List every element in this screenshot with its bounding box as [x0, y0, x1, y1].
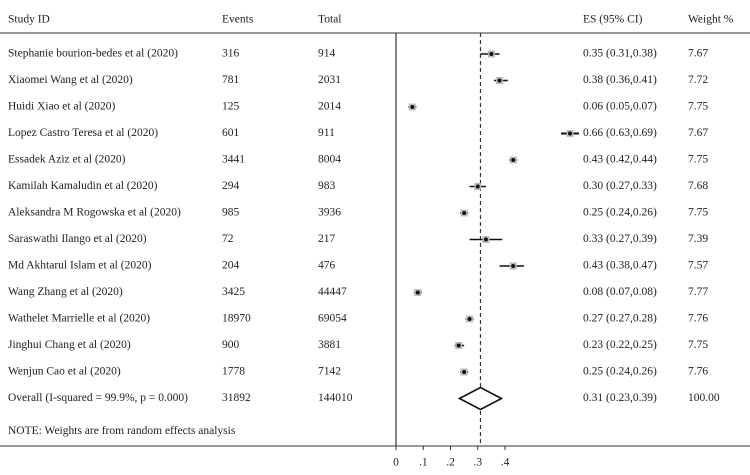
study-total: 2014 — [318, 101, 341, 113]
study-total: 217 — [318, 233, 336, 245]
study-es-ci: 0.23 (0.22,0.25) — [583, 339, 657, 351]
study-point — [475, 184, 480, 189]
study-point — [462, 370, 467, 374]
x-tick-label: .3 — [473, 457, 482, 469]
study-es-ci: 0.43 (0.38,0.47) — [583, 260, 657, 272]
study-es-ci: 0.30 (0.27,0.33) — [583, 180, 657, 192]
study-es-ci: 0.33 (0.27,0.39) — [583, 233, 657, 245]
study-name: Wathelet Marrielle et al (2020) — [8, 313, 150, 325]
study-point — [456, 343, 461, 348]
study-name: Xiaomei Wang et al (2020) — [8, 74, 133, 86]
study-total: 44447 — [318, 286, 347, 298]
study-events: 1778 — [222, 366, 245, 378]
study-es-ci: 0.38 (0.36,0.41) — [583, 74, 657, 86]
study-point — [467, 317, 472, 321]
study-name: Essadek Aziz et al (2020) — [8, 154, 126, 166]
header-events: Events — [222, 14, 254, 26]
study-events: 294 — [222, 180, 240, 192]
study-point — [489, 52, 494, 56]
study-name: Md Akhtarul Islam et al (2020) — [8, 260, 152, 272]
study-events: 781 — [222, 74, 240, 86]
study-weight: 7.67 — [688, 127, 708, 139]
study-weight: 7.75 — [688, 207, 708, 219]
study-point — [497, 78, 502, 83]
study-total: 3936 — [318, 207, 341, 219]
study-total: 983 — [318, 180, 336, 192]
study-total: 3881 — [318, 339, 341, 351]
study-point — [410, 105, 415, 109]
study-es-ci: 0.27 (0.27,0.28) — [583, 313, 657, 325]
study-events: 900 — [222, 339, 240, 351]
study-name: Lopez Castro Teresa et al (2020) — [8, 127, 158, 139]
study-es-ci: 0.25 (0.24,0.26) — [583, 366, 657, 378]
study-es-ci: 0.35 (0.31,0.38) — [583, 48, 657, 60]
study-weight: 7.39 — [688, 233, 708, 245]
study-name: Wang Zhang et al (2020) — [8, 286, 123, 298]
study-events: 125 — [222, 101, 240, 113]
study-events: 601 — [222, 127, 240, 139]
study-total: 69054 — [318, 313, 347, 325]
header-es-ci: ES (95% CI) — [583, 14, 643, 26]
study-total: 914 — [318, 48, 336, 60]
study-total: 8004 — [318, 154, 341, 166]
study-name: Saraswathi Ilango et al (2020) — [8, 233, 147, 245]
overall-es-ci: 0.31 (0.23,0.39) — [583, 392, 657, 404]
study-point — [568, 131, 572, 136]
study-weight: 7.57 — [688, 260, 708, 272]
overall-events: 31892 — [222, 392, 251, 404]
overall-total: 144010 — [318, 392, 353, 404]
study-total: 476 — [318, 260, 336, 272]
study-name: Huidi Xiao et al (2020) — [8, 101, 115, 113]
study-events: 316 — [222, 48, 240, 60]
study-point — [511, 158, 516, 162]
study-point — [415, 290, 420, 295]
header-study-id: Study ID — [8, 14, 50, 26]
header-total: Total — [318, 14, 341, 26]
study-name: Wenjun Cao et al (2020) — [8, 366, 121, 378]
study-name: Stephanie bourion-bedes et al (2020) — [8, 48, 178, 60]
study-es-ci: 0.43 (0.42,0.44) — [583, 154, 657, 166]
x-tick-label: .2 — [446, 457, 455, 469]
study-weight: 7.72 — [688, 74, 708, 86]
study-es-ci: 0.06 (0.05,0.07) — [583, 101, 657, 113]
study-point — [511, 264, 516, 268]
study-events: 18970 — [222, 313, 251, 325]
study-weight: 7.76 — [688, 366, 708, 378]
study-events: 72 — [222, 233, 234, 245]
study-weight: 7.77 — [688, 286, 708, 298]
overall-weight: 100.00 — [688, 392, 720, 404]
study-total: 7142 — [318, 366, 341, 378]
study-total: 911 — [318, 127, 335, 139]
study-weight: 7.76 — [688, 313, 708, 325]
study-point — [483, 237, 488, 242]
study-es-ci: 0.25 (0.24,0.26) — [583, 207, 657, 219]
overall-diamond — [457, 386, 504, 411]
x-tick-label: .1 — [419, 457, 428, 469]
study-weight: 7.68 — [688, 180, 708, 192]
overall-label: Overall (I-squared = 99.9%, p = 0.000) — [8, 392, 188, 404]
study-events: 3441 — [222, 154, 245, 166]
study-point — [462, 211, 467, 215]
study-weight: 7.67 — [688, 48, 708, 60]
study-es-ci: 0.08 (0.07,0.08) — [583, 286, 657, 298]
study-name: Kamilah Kamaludin et al (2020) — [8, 180, 158, 192]
study-total: 2031 — [318, 74, 341, 86]
study-name: Aleksandra M Rogowska et al (2020) — [8, 207, 181, 219]
x-tick-label: .4 — [501, 457, 510, 469]
study-name: Jinghui Chang et al (2020) — [8, 339, 131, 351]
study-events: 3425 — [222, 286, 245, 298]
study-weight: 7.75 — [688, 339, 708, 351]
x-tick-label: 0 — [393, 457, 399, 469]
weights-note: NOTE: Weights are from random effects an… — [8, 425, 236, 437]
header-weight: Weight % — [688, 14, 734, 26]
study-events: 985 — [222, 207, 240, 219]
study-es-ci: 0.66 (0.63,0.69) — [583, 127, 657, 139]
study-weight: 7.75 — [688, 101, 708, 113]
study-weight: 7.75 — [688, 154, 708, 166]
study-events: 204 — [222, 260, 240, 272]
